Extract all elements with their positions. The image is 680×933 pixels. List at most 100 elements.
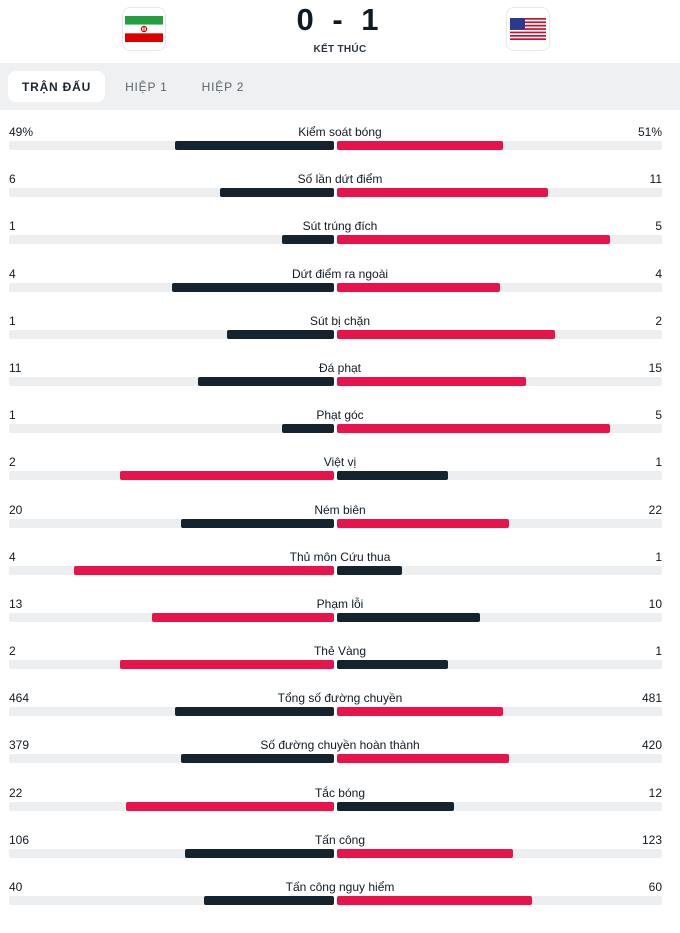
away-stat-track [337, 754, 662, 764]
away-stat-track [337, 235, 662, 245]
away-stat-bar [337, 612, 480, 622]
away-stat-value: 481 [641, 691, 662, 706]
usa-flag-icon [510, 18, 546, 40]
home-stat-track [9, 801, 334, 811]
home-stat-bar [119, 471, 334, 481]
home-stat-bar [226, 329, 334, 339]
period-tabs: TRẬN ĐẤU HIỆP 1 HIỆP 2 [0, 63, 680, 110]
home-stat-value: 1 [9, 408, 16, 423]
stat-row: 379 Số đường chuyền hoàn thành 420 [0, 723, 680, 770]
away-stat-track [337, 282, 662, 292]
stat-row: 6 Số lần dứt điểm 11 [0, 157, 680, 204]
stat-row: 11 Đá phạt 15 [0, 346, 680, 393]
away-stat-value: 1 [655, 549, 662, 564]
home-stat-value: 11 [9, 360, 22, 375]
stat-label: Thẻ Vàng [313, 644, 367, 659]
home-stat-value: 6 [9, 172, 16, 187]
stat-row: 20 Ném biên 22 [0, 488, 680, 535]
stat-label: Thủ môn Cứu thua [289, 549, 391, 564]
away-stat-value: 5 [655, 219, 662, 234]
away-stat-track [337, 801, 662, 811]
home-stat-track [9, 424, 334, 434]
away-stat-track [337, 848, 662, 858]
stat-label: Việt vị [323, 455, 357, 470]
home-stat-value: 20 [9, 502, 23, 517]
home-stat-track [9, 660, 334, 670]
away-stat-value: 12 [648, 785, 662, 800]
home-stat-track [9, 612, 334, 622]
home-stat-bar [282, 235, 334, 245]
away-stat-bar [337, 329, 555, 339]
home-stat-bar [181, 518, 334, 528]
stat-label: Kiểm soát bóng [298, 125, 382, 139]
stat-row: 464 Tổng số đường chuyền 481 [0, 676, 680, 723]
tab-first-half[interactable]: HIỆP 1 [125, 79, 168, 94]
home-team-flag[interactable] [122, 7, 166, 51]
stat-label: Sút bị chặn [309, 313, 371, 328]
away-stat-value: 22 [648, 502, 662, 517]
away-stat-value: 2 [655, 313, 662, 328]
away-stat-bar [337, 141, 503, 150]
away-stat-bar [337, 282, 500, 292]
home-stat-value: 2 [9, 455, 16, 470]
home-stat-bar [174, 141, 334, 150]
stats-list: 49% Kiểm soát bóng 51% 6 Số lần dứt điểm 11 1 S… [0, 110, 680, 912]
home-stat-bar [119, 660, 334, 670]
home-stat-value: 106 [9, 832, 30, 847]
away-stat-value: 10 [648, 596, 662, 611]
away-stat-track [337, 565, 662, 575]
home-stat-track [9, 188, 334, 198]
home-stat-track [9, 754, 334, 764]
home-stat-track [9, 565, 334, 575]
home-stat-track [9, 848, 334, 858]
stat-row: 13 Phạm lỗi 10 [0, 582, 680, 629]
stat-label: Dứt điểm ra ngoài [291, 266, 389, 281]
away-stat-bar [337, 660, 448, 670]
away-stat-bar [337, 424, 610, 434]
stat-label: Phạm lỗi [316, 596, 364, 611]
home-stat-track [9, 896, 334, 905]
home-stat-bar [197, 376, 334, 386]
away-stat-value: 51% [637, 125, 662, 139]
away-stat-track [337, 707, 662, 717]
away-stat-value: 60 [648, 880, 662, 894]
away-stat-value: 11 [649, 172, 662, 187]
away-stat-track [337, 896, 662, 905]
home-stat-value: 40 [9, 880, 23, 894]
stat-row: 2 Thẻ Vàng 1 [0, 629, 680, 676]
home-stat-track [9, 707, 334, 717]
stat-row: 40 Tấn công nguy hiểm 60 [0, 865, 680, 912]
away-stat-bar [337, 471, 448, 481]
away-stat-value: 1 [655, 455, 662, 470]
away-stat-value: 123 [641, 832, 662, 847]
home-stat-track [9, 518, 334, 528]
home-stat-value: 4 [9, 549, 16, 564]
home-stat-bar [171, 282, 334, 292]
away-stat-track [337, 424, 662, 434]
away-stat-track [337, 518, 662, 528]
home-stat-value: 1 [9, 313, 16, 328]
home-stat-value: 379 [9, 738, 30, 753]
home-stat-value: 1 [9, 219, 16, 234]
away-stat-bar [337, 801, 454, 811]
away-stat-bar [337, 565, 402, 575]
stat-row: 4 Dứt điểm ra ngoài 4 [0, 252, 680, 299]
tab-second-half[interactable]: HIỆP 2 [201, 79, 245, 94]
home-stat-bar [184, 848, 334, 858]
stat-row: 2 Việt vị 1 [0, 440, 680, 487]
home-stat-track [9, 235, 334, 245]
home-stat-value: 22 [9, 785, 23, 800]
stat-row: 49% Kiểm soát bóng 51% [0, 110, 680, 157]
tab-match[interactable]: TRẬN ĐẤU [8, 71, 106, 102]
home-stat-track [9, 471, 334, 481]
away-stat-bar [337, 376, 526, 386]
home-stat-bar [174, 707, 334, 717]
away-stat-bar [337, 707, 503, 717]
home-stat-track [9, 376, 334, 386]
away-stat-value: 15 [648, 360, 662, 375]
stat-row: 106 Tấn công 123 [0, 818, 680, 865]
away-stat-value: 4 [655, 266, 662, 281]
away-team-flag[interactable] [506, 7, 550, 51]
home-stat-track [9, 282, 334, 292]
stat-label: Ném biên [314, 502, 366, 517]
